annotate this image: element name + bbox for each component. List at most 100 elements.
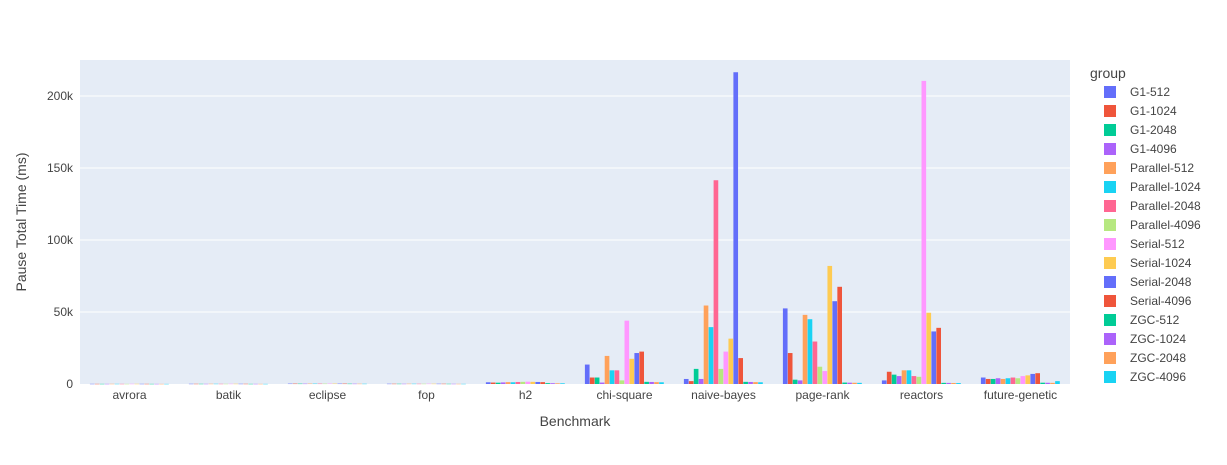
bar-serial-4096-page-rank[interactable] [837, 286, 842, 384]
bar-parallel-2048-naive-bayes[interactable] [713, 180, 719, 384]
bar-zgc-2048-naive-bayes[interactable] [753, 382, 758, 384]
bar-serial-2048-naive-bayes[interactable] [733, 72, 739, 385]
bar-parallel-4096-page-rank[interactable] [817, 366, 823, 384]
bar-g1-512-naive-bayes[interactable] [683, 378, 689, 384]
bar-parallel-2048-future-genetic[interactable] [1010, 377, 1016, 384]
legend-item-g1-512[interactable]: G1-512 [1104, 85, 1170, 99]
bar-g1-4096-page-rank[interactable] [797, 380, 803, 384]
bar-parallel-4096-chi-square[interactable] [619, 380, 625, 384]
bar-parallel-512-future-genetic[interactable] [1000, 378, 1006, 384]
bar-serial-512-naive-bayes[interactable] [723, 351, 729, 384]
bar-parallel-1024-h2[interactable] [510, 382, 516, 384]
bar-g1-4096-chi-square[interactable] [599, 382, 605, 384]
legend-item-g1-2048[interactable]: G1-2048 [1104, 123, 1177, 137]
bar-serial-4096-reactors[interactable] [936, 327, 941, 384]
bar-serial-4096-naive-bayes[interactable] [738, 358, 743, 384]
bar-zgc-2048-reactors[interactable] [951, 382, 956, 384]
bar-serial-1024-h2[interactable] [530, 381, 536, 384]
legend-item-zgc-2048[interactable]: ZGC-2048 [1104, 351, 1186, 365]
bar-g1-512-chi-square[interactable] [584, 364, 590, 384]
bar-parallel-4096-reactors[interactable] [916, 376, 922, 384]
bar-zgc-2048-h2[interactable] [555, 383, 560, 384]
bar-zgc-512-future-genetic[interactable] [1040, 382, 1045, 384]
bar-g1-512-future-genetic[interactable] [980, 377, 986, 384]
legend-item-serial-2048[interactable]: Serial-2048 [1104, 275, 1192, 289]
bar-parallel-1024-page-rank[interactable] [807, 319, 813, 384]
bar-serial-2048-reactors[interactable] [931, 331, 937, 384]
bar-zgc-2048-page-rank[interactable] [852, 382, 857, 384]
bar-zgc-4096-future-genetic[interactable] [1055, 381, 1060, 384]
bar-g1-4096-h2[interactable] [500, 382, 506, 384]
bar-zgc-512-page-rank[interactable] [842, 382, 847, 384]
legend-item-parallel-512[interactable]: Parallel-512 [1104, 161, 1194, 175]
bar-zgc-4096-page-rank[interactable] [857, 382, 862, 384]
bar-g1-2048-h2[interactable] [495, 382, 501, 384]
bar-g1-4096-naive-bayes[interactable] [698, 378, 704, 384]
bar-parallel-1024-future-genetic[interactable] [1005, 378, 1011, 384]
bar-serial-4096-chi-square[interactable] [639, 351, 644, 384]
legend[interactable]: G1-512 G1-1024 G1-2048 G1-4096 Parallel-512 P… [1104, 85, 1201, 384]
bar-g1-2048-page-rank[interactable] [792, 379, 798, 384]
bar-parallel-1024-naive-bayes[interactable] [708, 327, 714, 384]
bar-zgc-1024-chi-square[interactable] [649, 381, 654, 384]
bar-serial-512-chi-square[interactable] [624, 320, 630, 384]
bar-g1-2048-reactors[interactable] [891, 374, 897, 384]
bar-serial-512-h2[interactable] [525, 381, 531, 384]
bar-serial-512-page-rank[interactable] [822, 371, 828, 384]
bar-zgc-1024-h2[interactable] [550, 383, 555, 384]
bar-serial-1024-page-rank[interactable] [827, 265, 833, 384]
legend-item-serial-4096[interactable]: Serial-4096 [1104, 294, 1192, 308]
bar-g1-512-reactors[interactable] [881, 380, 887, 384]
legend-item-zgc-1024[interactable]: ZGC-1024 [1104, 332, 1186, 346]
bar-parallel-2048-h2[interactable] [515, 381, 521, 384]
bar-zgc-2048-chi-square[interactable] [654, 382, 659, 384]
bar-serial-1024-chi-square[interactable] [629, 358, 635, 384]
bar-zgc-512-chi-square[interactable] [644, 381, 649, 384]
bar-serial-512-future-genetic[interactable] [1020, 376, 1026, 384]
bar-zgc-4096-reactors[interactable] [956, 383, 961, 384]
bar-serial-1024-reactors[interactable] [926, 312, 932, 384]
bar-zgc-1024-future-genetic[interactable] [1045, 382, 1050, 384]
bar-serial-2048-chi-square[interactable] [634, 353, 640, 384]
bar-g1-512-h2[interactable] [485, 382, 491, 384]
bar-serial-1024-future-genetic[interactable] [1025, 375, 1031, 384]
bar-g1-1024-h2[interactable] [490, 382, 496, 384]
bar-parallel-4096-naive-bayes[interactable] [718, 368, 724, 384]
bar-zgc-1024-page-rank[interactable] [847, 382, 852, 384]
bar-zgc-512-naive-bayes[interactable] [743, 381, 748, 384]
bar-parallel-1024-chi-square[interactable] [609, 370, 615, 384]
bar-serial-2048-future-genetic[interactable] [1030, 373, 1036, 384]
bar-parallel-512-chi-square[interactable] [604, 355, 610, 384]
bar-parallel-4096-future-genetic[interactable] [1015, 378, 1021, 384]
legend-item-zgc-512[interactable]: ZGC-512 [1104, 313, 1180, 327]
bar-parallel-512-page-rank[interactable] [802, 314, 808, 384]
bar-zgc-1024-reactors[interactable] [946, 382, 951, 384]
legend-item-serial-512[interactable]: Serial-512 [1104, 237, 1185, 251]
bar-g1-4096-reactors[interactable] [896, 376, 902, 384]
bar-parallel-512-h2[interactable] [505, 382, 511, 384]
bar-g1-2048-chi-square[interactable] [594, 377, 600, 384]
bar-g1-1024-page-rank[interactable] [787, 353, 793, 384]
legend-item-g1-1024[interactable]: G1-1024 [1104, 104, 1177, 118]
bar-parallel-4096-h2[interactable] [520, 381, 526, 384]
bar-parallel-512-naive-bayes[interactable] [703, 305, 709, 384]
bar-serial-4096-h2[interactable] [540, 382, 545, 384]
bar-g1-1024-naive-bayes[interactable] [688, 381, 694, 384]
bar-serial-1024-naive-bayes[interactable] [728, 338, 734, 384]
bar-parallel-2048-chi-square[interactable] [614, 370, 620, 384]
bar-zgc-512-reactors[interactable] [941, 382, 946, 384]
bar-g1-4096-future-genetic[interactable] [995, 378, 1001, 384]
legend-item-serial-1024[interactable]: Serial-1024 [1104, 256, 1192, 270]
bar-parallel-2048-page-rank[interactable] [812, 341, 818, 384]
bar-zgc-4096-naive-bayes[interactable] [758, 382, 763, 384]
bar-serial-2048-page-rank[interactable] [832, 301, 838, 384]
legend-item-parallel-1024[interactable]: Parallel-1024 [1104, 180, 1201, 194]
bar-g1-2048-naive-bayes[interactable] [693, 368, 699, 384]
bar-serial-512-reactors[interactable] [921, 80, 927, 384]
bar-parallel-2048-reactors[interactable] [911, 376, 917, 384]
bar-zgc-4096-chi-square[interactable] [659, 382, 664, 384]
bar-g1-1024-reactors[interactable] [886, 371, 892, 384]
legend-item-parallel-2048[interactable]: Parallel-2048 [1104, 199, 1201, 213]
bar-g1-1024-chi-square[interactable] [589, 377, 595, 384]
bar-serial-2048-h2[interactable] [535, 381, 541, 384]
